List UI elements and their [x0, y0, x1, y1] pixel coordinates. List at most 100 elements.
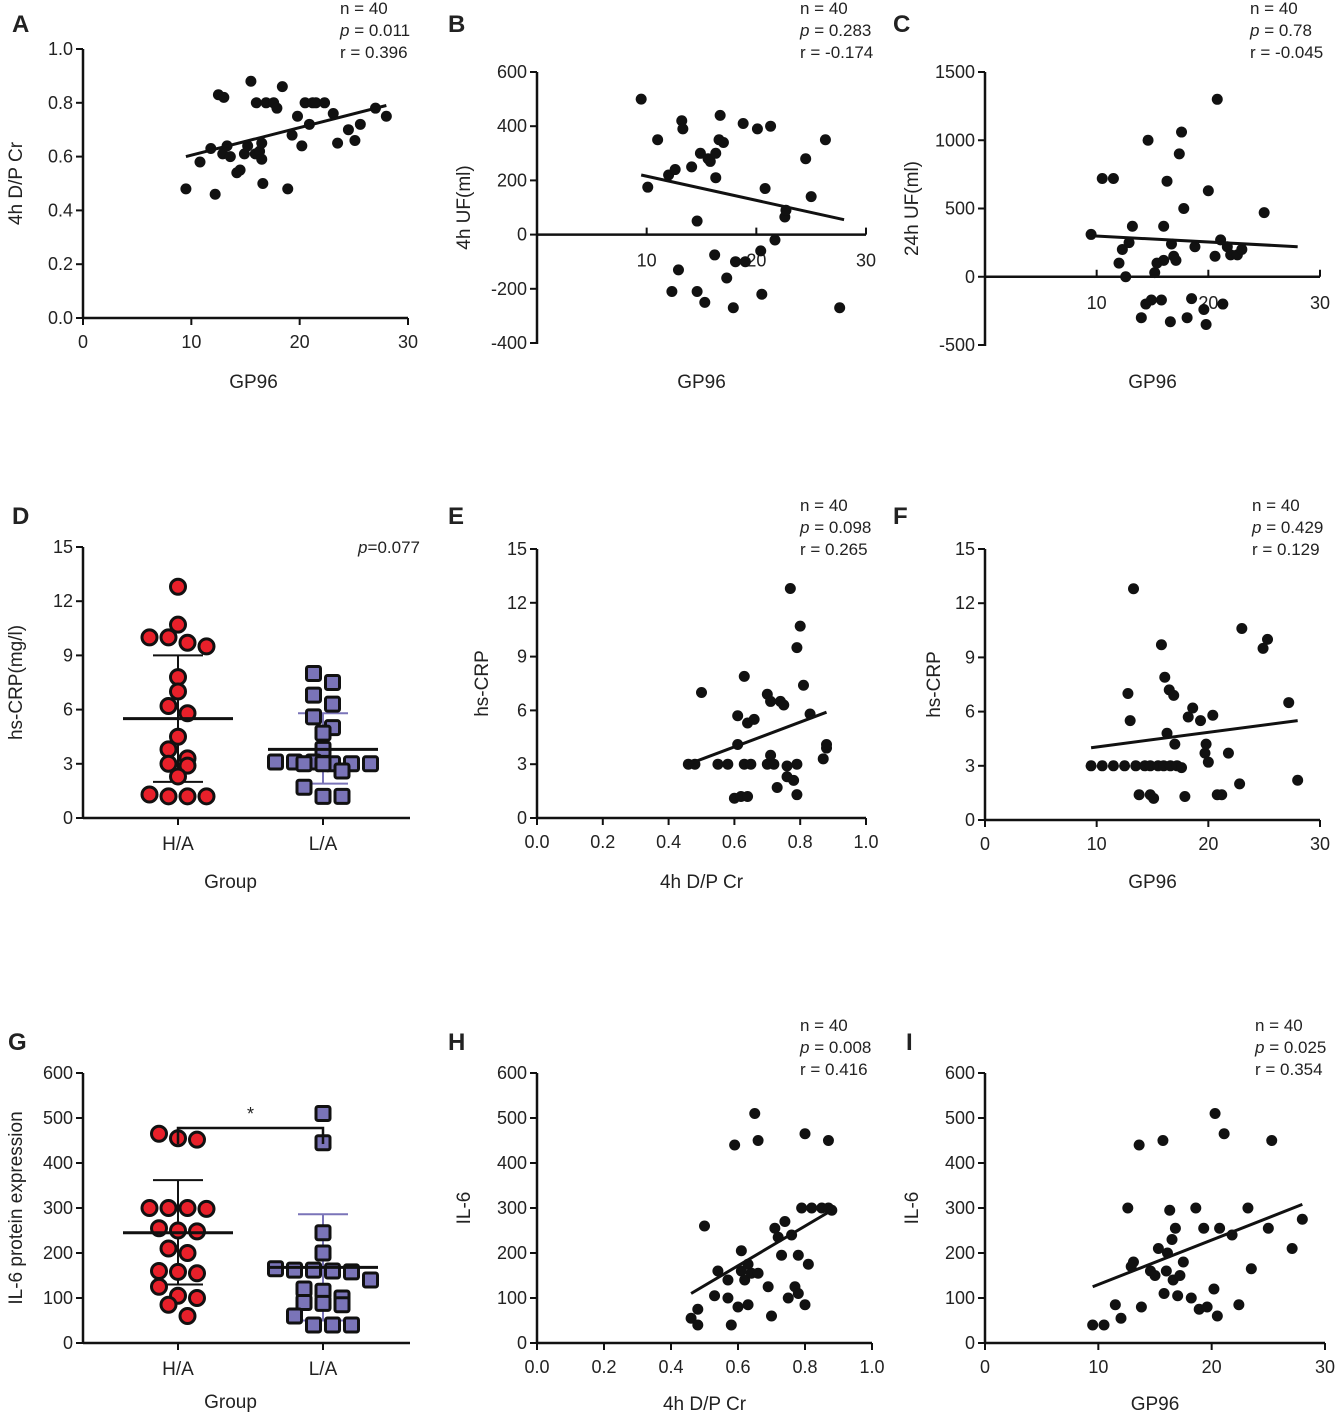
data-point [178, 1244, 197, 1262]
data-point [1218, 1128, 1230, 1140]
panel-f: F 0 3 6 9 12 15 hs-CRP 0 10 20 30 GP96 n = 40 p = 0.42… [893, 496, 1330, 893]
data-point [1286, 1243, 1298, 1254]
panel-d: D 0 3 6 9 12 15 hs-CRP(mg/l) H/A L/A Group p=0.077 [6, 503, 420, 893]
data-point [1157, 1135, 1169, 1146]
y-tick-label: 0 [965, 267, 975, 287]
data-point [150, 1262, 168, 1280]
x-tick-label: 20 [1202, 1357, 1222, 1377]
stat-text: p = 0.011 [339, 21, 410, 40]
data-point [314, 755, 332, 773]
data-point [749, 1108, 761, 1119]
x-tick-label: 30 [1310, 293, 1330, 313]
data-point [169, 1221, 187, 1240]
y-tick-label: 400 [43, 1153, 73, 1173]
data-point [1173, 148, 1185, 160]
y-tick-label: 0 [63, 1333, 73, 1353]
panel-i: I 0 100 200 300 400 500 600 IL-6 0 10 20 30 GP96 n = 4… [902, 1016, 1335, 1415]
data-point [737, 117, 749, 129]
data-point [727, 302, 739, 314]
y-tick-label: 0 [517, 1333, 527, 1353]
data-point [140, 785, 159, 804]
x-axis-label: GP96 [1128, 372, 1177, 393]
y-tick-label: 500 [945, 1108, 975, 1128]
x-axis-label: GP96 [229, 372, 278, 393]
y-tick-label: 100 [945, 1288, 975, 1308]
stat-text: n = 40 [340, 0, 388, 18]
data-point [1158, 254, 1170, 266]
data-point [1119, 760, 1131, 772]
y-tick-label: 3 [63, 754, 73, 774]
y-tick-label: 0.8 [48, 93, 73, 113]
data-point [1258, 207, 1270, 219]
y-tick-label: 400 [497, 116, 527, 136]
data-point [735, 1265, 747, 1277]
y-tick-label: 400 [945, 1153, 975, 1173]
data-point [819, 134, 831, 146]
y-tick-label: 600 [43, 1063, 73, 1083]
x-axis-label: GP96 [677, 372, 726, 393]
x-tick-label: 10 [1087, 834, 1107, 854]
data-point [314, 1105, 332, 1122]
data-point [197, 787, 216, 806]
y-tick-label: 600 [497, 62, 527, 82]
data-point [704, 155, 716, 167]
data-point [150, 1277, 168, 1296]
data-point [739, 256, 751, 268]
data-point [342, 124, 354, 136]
data-point [250, 97, 262, 109]
data-point [709, 1290, 721, 1302]
data-point [1164, 1204, 1176, 1216]
data-point [732, 1301, 744, 1313]
data-point [188, 1264, 206, 1283]
data-point [721, 272, 733, 284]
y-tick-label: 15 [53, 537, 73, 557]
stat-text: n = 40 [800, 0, 848, 18]
data-point [765, 120, 777, 132]
panel-letter: H [448, 1029, 465, 1056]
y-tick-label: 0.4 [48, 200, 73, 220]
data-point [159, 740, 178, 759]
data-point [333, 1296, 351, 1314]
stat-text: r = 0.396 [340, 43, 408, 62]
stat-text: r = 0.416 [800, 1060, 868, 1079]
x-axis-label: GP96 [1128, 872, 1177, 893]
data-point [692, 1319, 704, 1331]
data-point [779, 1216, 791, 1227]
y-axis-label: hs-CRP(mg/l) [6, 625, 27, 740]
data-point [817, 753, 829, 765]
stat-text: n = 40 [1250, 0, 1298, 18]
data-point [739, 1274, 751, 1286]
data-point [1262, 1222, 1274, 1234]
data-point [725, 1319, 737, 1331]
y-tick-label: 1500 [935, 62, 975, 82]
data-point [1123, 237, 1135, 249]
data-point [1236, 622, 1248, 634]
data-point [1186, 293, 1198, 305]
data-point [324, 695, 341, 713]
panel-letter: G [8, 1029, 27, 1056]
x-tick-label: 30 [398, 332, 418, 352]
x-tick-label: 10 [1088, 1357, 1108, 1377]
data-point [745, 758, 757, 770]
x-tick-label: 10 [1087, 293, 1107, 313]
y-axis-label: hs-CRP [924, 651, 945, 718]
data-point [1292, 774, 1304, 786]
data-point [796, 1202, 808, 1214]
data-point [1113, 257, 1125, 269]
data-point [1124, 715, 1136, 727]
data-point [709, 249, 721, 261]
data-point [642, 181, 654, 193]
significance-star: * [247, 1104, 254, 1124]
x-axis-label: 4h D/P Cr [660, 872, 744, 893]
data-point [806, 1202, 818, 1214]
data-point [150, 1124, 168, 1143]
y-tick-label: 0 [517, 808, 527, 828]
data-point [752, 1135, 764, 1146]
data-point [729, 256, 741, 268]
data-point [314, 724, 332, 742]
data-point [380, 110, 392, 122]
data-point [362, 1271, 379, 1289]
x-axis-label: Group [204, 872, 257, 893]
